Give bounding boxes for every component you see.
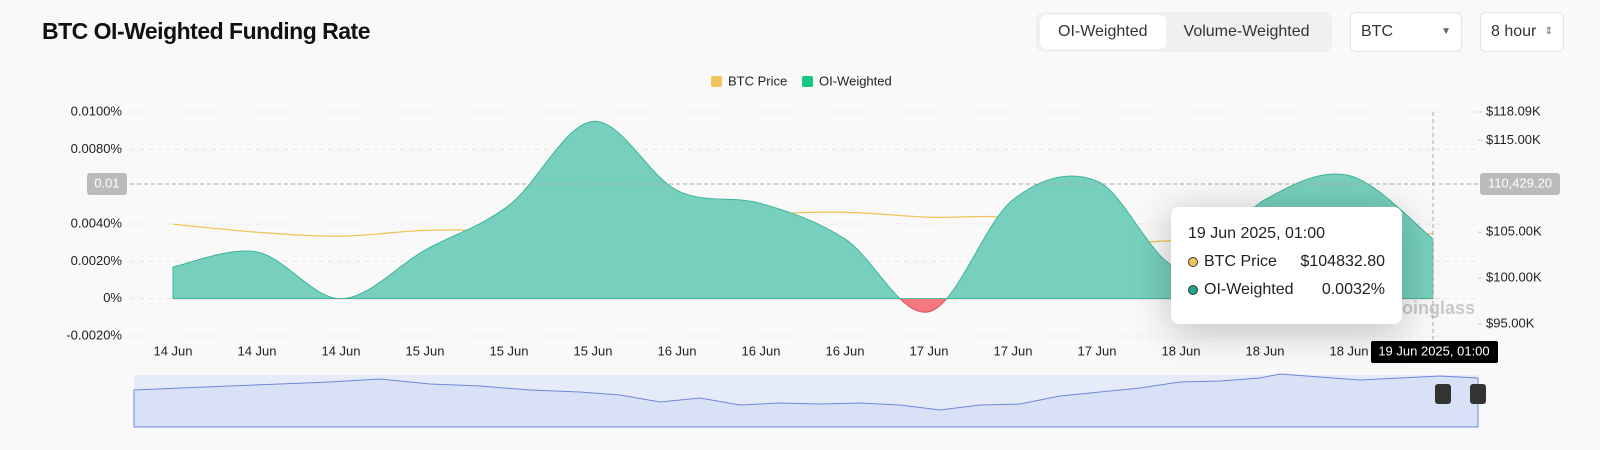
legend-label: OI-Weighted bbox=[819, 73, 892, 88]
tab-group: OI-Weighted Volume-Weighted bbox=[1036, 12, 1332, 52]
x-tick-label: 17 Jun bbox=[1077, 343, 1116, 358]
y2-tick-label: $105.00K bbox=[1486, 224, 1542, 239]
brush-handle[interactable] bbox=[1435, 384, 1451, 404]
caret: ⇕ bbox=[1544, 26, 1553, 37]
navigator-line bbox=[133, 373, 1479, 428]
crosshair-y2-label: 110,429.20 bbox=[1488, 175, 1552, 190]
x-tick-label: 18 Jun bbox=[1329, 343, 1368, 358]
x-tick-label: 15 Jun bbox=[405, 343, 444, 358]
tooltip-name: BTC Price bbox=[1204, 253, 1277, 270]
select-value: 8 hour bbox=[1491, 23, 1537, 40]
page-title: BTC OI-Weighted Funding Rate bbox=[42, 18, 371, 44]
x-tick-label: 14 Jun bbox=[153, 343, 192, 358]
x-tick-label: 18 Jun bbox=[1245, 343, 1284, 358]
y-tick-label: 0.0020% bbox=[71, 253, 123, 268]
tooltip-value: 0.0032% bbox=[1321, 281, 1385, 298]
legend-swatch bbox=[711, 76, 722, 87]
x-tick-label: 16 Jun bbox=[657, 343, 696, 358]
x-tick-label: 16 Jun bbox=[825, 343, 864, 358]
y2-tick-label: $115.00K bbox=[1486, 132, 1541, 147]
y-tick-label: -0.0020% bbox=[66, 327, 122, 342]
tooltip-name: OI-Weighted bbox=[1204, 281, 1294, 298]
x-tick-label: 16 Jun bbox=[741, 343, 780, 358]
y-tick-label: 0% bbox=[103, 290, 122, 305]
watermark: coinglass bbox=[1392, 298, 1475, 318]
dot bbox=[1188, 285, 1198, 295]
dot bbox=[1188, 257, 1198, 267]
y2-tick-label: $100.00K bbox=[1486, 270, 1542, 285]
tooltip-row: BTC Price $104832.80 bbox=[1188, 253, 1385, 271]
x-tick-label: 17 Jun bbox=[993, 343, 1032, 358]
crosshair-label-bg bbox=[87, 173, 127, 195]
tooltip-value: $104832.80 bbox=[1300, 253, 1385, 270]
tooltip-row: OI-Weighted 0.0032% bbox=[1188, 281, 1385, 299]
brush-handle[interactable] bbox=[1470, 384, 1486, 404]
tab[interactable]: OI-Weighted bbox=[1040, 15, 1166, 49]
legend-swatch bbox=[802, 76, 813, 87]
y2-tick-label: $118.09K bbox=[1486, 103, 1541, 118]
crosshair-x-label: 19 Jun 2025, 01:00 bbox=[1378, 343, 1489, 358]
y-tick-label: 0.0100% bbox=[71, 103, 123, 118]
crosshair-label-bg bbox=[1371, 341, 1498, 363]
select-value: BTC bbox=[1361, 23, 1393, 40]
legend-label: BTC Price bbox=[728, 73, 787, 88]
caret: ▼ bbox=[1441, 26, 1451, 37]
x-tick-label: 15 Jun bbox=[489, 343, 528, 358]
tooltip-title: 19 Jun 2025, 01:00 bbox=[1188, 225, 1326, 242]
tooltip: 19 Jun 2025, 01:00 BTC Price $104832.80 O… bbox=[1171, 207, 1402, 324]
y2-tick-label: $95.00K bbox=[1486, 315, 1535, 330]
area-negative bbox=[172, 299, 1434, 313]
x-tick-label: 14 Jun bbox=[237, 343, 276, 358]
coin-select[interactable]: BTC ▼ bbox=[1350, 12, 1462, 52]
y-tick-label: 0.0080% bbox=[71, 141, 123, 156]
interval-select[interactable]: 8 hour ⇕ bbox=[1480, 12, 1564, 52]
crosshair-y-label: 0.01 bbox=[94, 175, 119, 190]
y-tick-label: 0.0040% bbox=[71, 215, 123, 230]
x-tick-label: 15 Jun bbox=[573, 343, 612, 358]
x-tick-label: 18 Jun bbox=[1161, 343, 1200, 358]
crosshair-label-bg bbox=[1480, 173, 1560, 195]
x-tick-label: 14 Jun bbox=[321, 343, 360, 358]
tab[interactable]: Volume-Weighted bbox=[1183, 23, 1310, 40]
x-tick-label: 17 Jun bbox=[909, 343, 948, 358]
